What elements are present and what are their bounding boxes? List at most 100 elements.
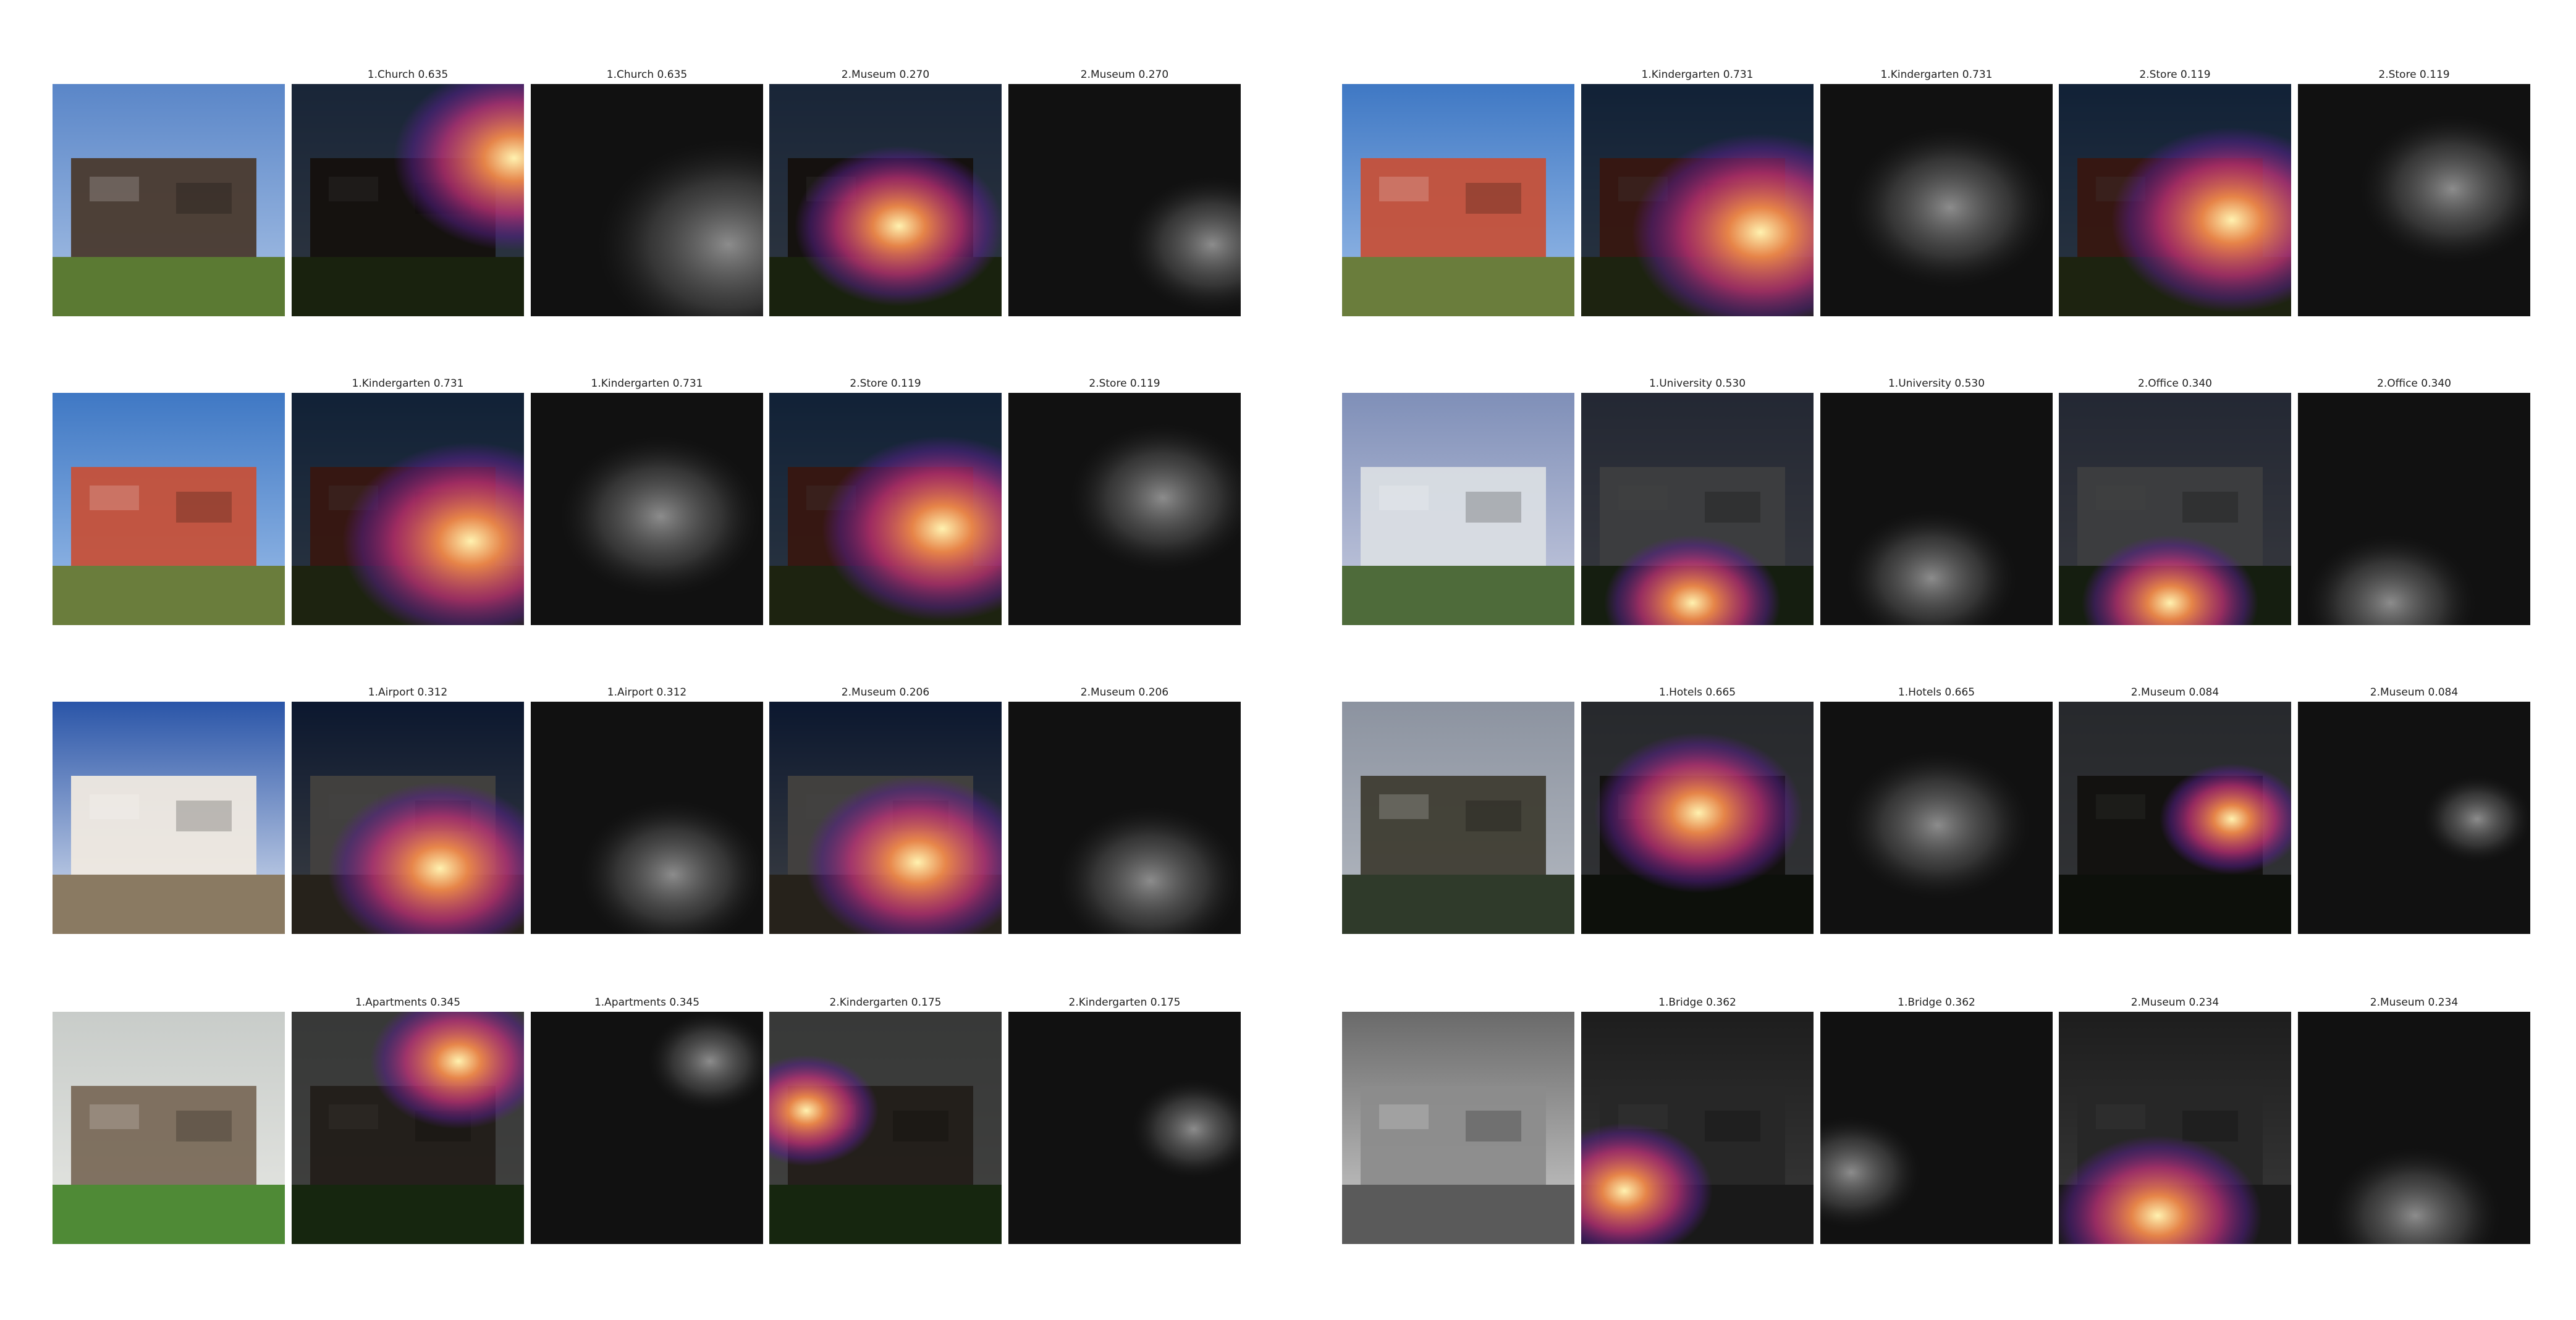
panel-caption: 1.Kindergarten 0.731 xyxy=(591,377,703,390)
heatmap-overlay xyxy=(292,1012,524,1244)
heatmap-cell xyxy=(769,702,1002,934)
heatmap-overlay xyxy=(769,1012,1002,1244)
heatmap-overlay xyxy=(2059,702,2291,934)
saliency-map xyxy=(1820,702,2053,934)
panel-caption: 1.Kindergarten 0.731 xyxy=(1880,69,1993,81)
panel-caption: 1.Church 0.635 xyxy=(606,69,688,81)
heatmap-overlay xyxy=(1581,84,1814,316)
panel-caption: 1.Hotels 0.665 xyxy=(1898,686,1975,699)
panel-caption: 1.Kindergarten 0.731 xyxy=(1641,69,1754,81)
heatmap-cell xyxy=(1581,84,1814,316)
panel-caption: 2.Museum 0.206 xyxy=(1080,686,1169,699)
saliency-map xyxy=(2298,393,2530,625)
saliency-map xyxy=(2298,702,2530,934)
saliency-map xyxy=(1008,393,1241,625)
panel-caption: 1.Hotels 0.665 xyxy=(1658,686,1736,699)
heatmap-overlay xyxy=(2059,84,2291,316)
panel-caption: 1.Kindergarten 0.731 xyxy=(352,377,464,390)
panel-caption: 2.Museum 0.270 xyxy=(1080,69,1169,81)
city-riverside-photo-icon xyxy=(1342,1012,1574,1244)
saliency-map xyxy=(531,1012,763,1244)
saliency-map xyxy=(531,84,763,316)
panel-caption: 2.Museum 0.084 xyxy=(2370,686,2459,699)
saliency-cell xyxy=(2298,702,2530,934)
heatmap-cell xyxy=(1581,1012,1814,1244)
panel-caption: 1.Airport 0.312 xyxy=(607,686,687,699)
panel-caption: 2.Kindergarten 0.175 xyxy=(829,996,942,1009)
panel-caption: 2.Kindergarten 0.175 xyxy=(1068,996,1181,1009)
panel-caption: 2.Store 0.119 xyxy=(850,377,921,390)
heatmap-overlay xyxy=(2059,1012,2291,1244)
saliency-cell xyxy=(1820,393,2053,625)
original-photo xyxy=(1342,1012,1574,1244)
heatmap-overlay xyxy=(769,393,1002,625)
panel-caption: 1.Airport 0.312 xyxy=(368,686,448,699)
original-photo xyxy=(53,1012,285,1244)
saliency-map xyxy=(531,702,763,934)
saliency-cell xyxy=(1820,702,2053,934)
saliency-cell xyxy=(1008,84,1241,316)
saliency-map xyxy=(1820,393,2053,625)
panel-caption: 1.Apartments 0.345 xyxy=(594,996,700,1009)
saliency-cell xyxy=(1008,393,1241,625)
heatmap-cell xyxy=(292,1012,524,1244)
saliency-cell xyxy=(1008,1012,1241,1244)
original-photo xyxy=(53,393,285,625)
museum-photo-icon xyxy=(53,84,285,316)
heatmap-cell xyxy=(2059,1012,2291,1244)
forest-house-photo-icon xyxy=(1342,702,1574,934)
saliency-cell xyxy=(1008,702,1241,934)
heatmap-cell xyxy=(2059,393,2291,625)
saliency-cell xyxy=(531,393,763,625)
panel-caption: 1.Bridge 0.362 xyxy=(1898,996,1975,1009)
panel-caption: 2.Museum 0.234 xyxy=(2370,996,2459,1009)
aerial-campus-photo-icon xyxy=(1342,393,1574,625)
panel-caption: 2.Store 0.119 xyxy=(2378,69,2450,81)
heatmap-overlay xyxy=(2059,393,2291,625)
saliency-map xyxy=(531,393,763,625)
heatmap-cell xyxy=(1581,702,1814,934)
panel-caption: 2.Museum 0.270 xyxy=(841,69,930,81)
heatmap-cell xyxy=(769,84,1002,316)
saliency-cell xyxy=(2298,1012,2530,1244)
container-kindergarten-photo-icon xyxy=(1342,84,1574,316)
heatmap-cell xyxy=(2059,84,2291,316)
panel-caption: 2.Museum 0.234 xyxy=(2130,996,2219,1009)
panel-caption: 1.University 0.530 xyxy=(1649,377,1746,390)
saliency-cell xyxy=(1820,84,2053,316)
heatmap-overlay xyxy=(292,702,524,934)
panel-caption: 1.University 0.530 xyxy=(1888,377,1985,390)
panel-caption: 2.Museum 0.206 xyxy=(841,686,930,699)
saliency-cell xyxy=(1820,1012,2053,1244)
heatmap-cell xyxy=(1581,393,1814,625)
container-kindergarten-photo-icon xyxy=(53,393,285,625)
panel-caption: 2.Museum 0.084 xyxy=(2130,686,2219,699)
heatmap-cell xyxy=(292,84,524,316)
heatmap-overlay xyxy=(769,702,1002,934)
heatmap-cell xyxy=(2059,702,2291,934)
pavilion-apartments-photo-icon xyxy=(53,1012,285,1244)
panel-caption: 1.Apartments 0.345 xyxy=(355,996,461,1009)
original-photo xyxy=(1342,702,1574,934)
heatmap-overlay xyxy=(769,84,1002,316)
panel-caption: 1.Church 0.635 xyxy=(367,69,449,81)
saliency-map xyxy=(2298,84,2530,316)
heatmap-overlay xyxy=(292,84,524,316)
panel-caption: 2.Store 0.119 xyxy=(2139,69,2211,81)
heatmap-overlay xyxy=(292,393,524,625)
heatmap-overlay xyxy=(1581,393,1814,625)
saliency-map xyxy=(1008,1012,1241,1244)
panel-caption: 2.Office 0.340 xyxy=(2377,377,2451,390)
original-photo xyxy=(53,702,285,934)
saliency-map xyxy=(1008,702,1241,934)
original-photo xyxy=(1342,84,1574,316)
saliency-cell xyxy=(2298,84,2530,316)
heatmap-cell xyxy=(769,1012,1002,1244)
panel-caption: 2.Office 0.340 xyxy=(2138,377,2212,390)
saliency-map xyxy=(1008,84,1241,316)
original-photo xyxy=(53,84,285,316)
heatmap-overlay xyxy=(1581,1012,1814,1244)
saliency-map xyxy=(1820,1012,2053,1244)
saliency-map xyxy=(2298,1012,2530,1244)
